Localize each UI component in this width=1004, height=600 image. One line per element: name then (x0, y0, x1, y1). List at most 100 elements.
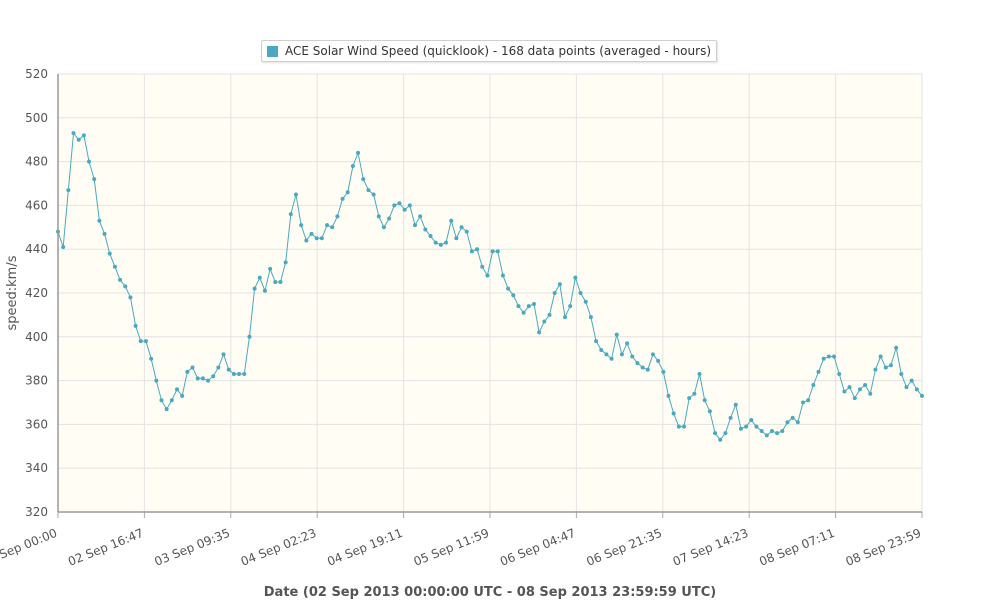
data-point[interactable] (682, 424, 687, 429)
data-point[interactable] (92, 177, 97, 182)
data-point[interactable] (863, 382, 868, 387)
data-point[interactable] (873, 367, 878, 372)
data-point[interactable] (749, 418, 754, 423)
data-point[interactable] (190, 365, 195, 370)
data-point[interactable] (888, 363, 893, 368)
data-point[interactable] (754, 424, 759, 429)
data-point[interactable] (759, 428, 764, 433)
data-point[interactable] (801, 400, 806, 405)
data-point[interactable] (314, 236, 319, 241)
data-point[interactable] (366, 188, 371, 193)
data-point[interactable] (868, 391, 873, 396)
data-point[interactable] (278, 280, 283, 285)
data-point[interactable] (733, 402, 738, 407)
data-point[interactable] (806, 398, 811, 403)
data-point[interactable] (66, 188, 71, 193)
data-point[interactable] (283, 260, 288, 265)
data-point[interactable] (500, 273, 505, 278)
data-point[interactable] (780, 428, 785, 433)
data-point[interactable] (697, 372, 702, 377)
data-point[interactable] (650, 352, 655, 357)
data-point[interactable] (676, 424, 681, 429)
data-point[interactable] (407, 203, 412, 208)
data-point[interactable] (495, 249, 500, 254)
data-point[interactable] (557, 282, 562, 287)
data-point[interactable] (206, 378, 211, 383)
data-point[interactable] (469, 249, 474, 254)
data-point[interactable] (340, 196, 345, 201)
data-point[interactable] (242, 372, 247, 377)
data-point[interactable] (769, 428, 774, 433)
data-point[interactable] (656, 358, 661, 363)
data-point[interactable] (309, 231, 314, 236)
data-point[interactable] (713, 431, 718, 436)
data-point[interactable] (894, 345, 899, 350)
data-point[interactable] (107, 251, 112, 256)
data-point[interactable] (180, 393, 185, 398)
data-point[interactable] (909, 378, 914, 383)
data-point[interactable] (87, 159, 92, 164)
data-point[interactable] (826, 354, 831, 359)
data-point[interactable] (485, 273, 490, 278)
data-point[interactable] (609, 356, 614, 361)
data-point[interactable] (138, 339, 143, 344)
data-point[interactable] (423, 227, 428, 232)
data-point[interactable] (438, 242, 443, 247)
data-point[interactable] (635, 361, 640, 366)
data-point[interactable] (257, 275, 262, 280)
data-point[interactable] (376, 214, 381, 219)
data-point[interactable] (775, 431, 780, 436)
data-point[interactable] (169, 398, 174, 403)
data-point[interactable] (795, 420, 800, 425)
data-point[interactable] (76, 137, 81, 142)
data-point[interactable] (174, 387, 179, 392)
data-point[interactable] (511, 293, 516, 298)
data-point[interactable] (356, 150, 361, 155)
data-point[interactable] (920, 393, 924, 398)
data-point[interactable] (578, 291, 583, 295)
data-point[interactable] (857, 387, 862, 392)
data-point[interactable] (335, 214, 340, 219)
data-point[interactable] (811, 382, 816, 387)
data-point[interactable] (221, 352, 226, 357)
data-point[interactable] (195, 376, 200, 381)
data-point[interactable] (392, 203, 397, 208)
data-point[interactable] (226, 367, 231, 372)
data-point[interactable] (687, 396, 692, 401)
data-point[interactable] (123, 284, 128, 289)
data-point[interactable] (418, 214, 423, 219)
data-point[interactable] (619, 352, 624, 357)
data-point[interactable] (299, 223, 304, 228)
data-point[interactable] (480, 264, 485, 269)
data-point[interactable] (262, 288, 267, 293)
data-point[interactable] (899, 372, 904, 377)
data-point[interactable] (718, 437, 723, 442)
data-point[interactable] (387, 216, 392, 221)
data-point[interactable] (661, 369, 666, 374)
data-point[interactable] (268, 266, 273, 271)
data-point[interactable] (211, 374, 216, 379)
data-point[interactable] (159, 398, 164, 403)
data-point[interactable] (666, 393, 671, 398)
data-point[interactable] (738, 426, 743, 431)
data-point[interactable] (200, 376, 205, 381)
data-point[interactable] (444, 240, 449, 245)
data-point[interactable] (319, 236, 324, 241)
data-point[interactable] (490, 249, 495, 254)
data-point[interactable] (821, 356, 826, 361)
data-point[interactable] (252, 286, 257, 291)
data-point[interactable] (247, 334, 252, 339)
data-point[interactable] (537, 330, 542, 335)
data-point[interactable] (185, 369, 190, 374)
data-point[interactable] (61, 245, 66, 250)
data-point[interactable] (128, 295, 133, 300)
data-point[interactable] (852, 396, 857, 401)
data-point[interactable] (428, 234, 433, 239)
data-point[interactable] (847, 385, 852, 390)
legend[interactable]: ACE Solar Wind Speed (quicklook) - 168 d… (261, 40, 717, 62)
data-point[interactable] (521, 310, 526, 315)
data-point[interactable] (345, 190, 350, 195)
data-point[interactable] (614, 332, 619, 337)
data-point[interactable] (516, 304, 521, 309)
data-point[interactable] (764, 433, 769, 438)
